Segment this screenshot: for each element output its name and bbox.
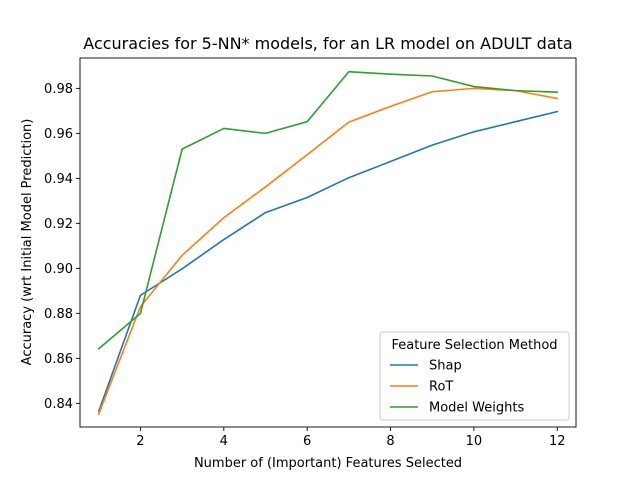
x-tick-label: 2 [136,434,144,449]
series-line-model-weights [97,70,559,350]
y-axis-label: Accuracy (wrt Initial Model Prediction) [20,119,35,366]
x-tick-label: 10 [466,434,483,449]
x-tick-label: 12 [549,434,566,449]
y-tick-label: 0.96 [44,127,73,142]
y-tick-label: 0.92 [44,217,73,232]
x-tick-label: 6 [303,434,311,449]
plot-area: 2 4 6 8 10 12 0.84 0.86 0.88 0.90 0.92 0.94 0.96 0.98 [44,57,577,449]
legend-title: Feature Selection Method [391,338,557,353]
y-tick-label: 0.90 [44,262,73,277]
y-tick-label: 0.86 [44,352,73,367]
legend-label-shap: Shap [429,359,462,374]
x-axis-label: Number of (Important) Features Selected [194,456,462,471]
y-tick-label: 0.84 [44,397,73,412]
legend: Feature Selection Method Shap RoT Model Wei… [379,331,570,421]
x-tick-label: 4 [220,434,228,449]
legend-label-model-weights: Model Weights [429,401,524,416]
plot-frame [79,57,577,428]
x-tick-label: 8 [386,434,394,449]
y-tick-label: 0.88 [44,307,73,322]
series-line-rot [97,87,559,415]
y-tick-label: 0.98 [44,82,73,97]
chart-title: Accuracies for 5-NN* models, for an LR m… [83,34,572,53]
series-line-shap [97,110,559,413]
legend-label-rot: RoT [429,380,453,395]
y-tick-label: 0.94 [44,172,73,187]
legend-box [379,331,570,421]
